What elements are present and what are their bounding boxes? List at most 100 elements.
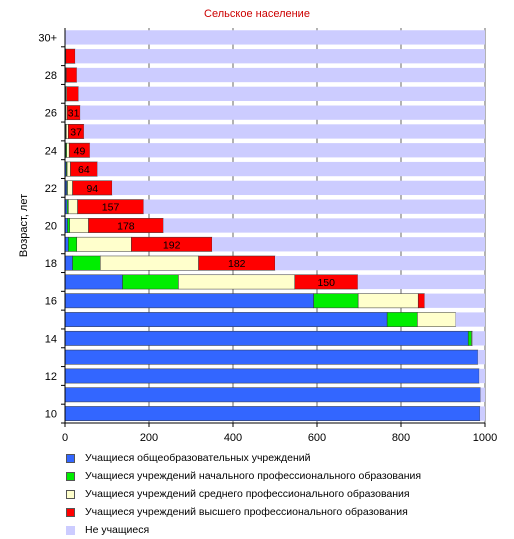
bar-segment: [455, 312, 485, 327]
bar-segment: [72, 180, 113, 196]
bar-segment: [467, 330, 472, 346]
x-tick-label: 400: [224, 432, 242, 444]
bar-segment: [69, 218, 89, 233]
legend-swatch: [66, 489, 75, 499]
bar-segment: [143, 199, 486, 214]
bar-segment: [386, 312, 418, 327]
bar-segment: [424, 293, 485, 308]
bar-segment: [66, 86, 79, 102]
x-tick-label: 1000: [473, 432, 497, 444]
bar-segment: [66, 161, 71, 177]
y-tick-label: 26: [45, 108, 57, 120]
bar-segment: [75, 49, 485, 64]
legend-item: Учащиеся учреждений начального профессио…: [66, 467, 421, 485]
bar-segment: [212, 237, 485, 252]
bar-segment: [64, 406, 481, 421]
bar-segment: [66, 124, 69, 139]
bar-segment: [64, 293, 314, 309]
legend-label: Учащиеся учреждений среднего профессиона…: [85, 488, 410, 500]
y-tick-label: 22: [45, 183, 57, 195]
chart-title: Сельское население: [204, 8, 310, 20]
bar-segment: [112, 180, 485, 196]
y-tick-label: 12: [45, 371, 57, 383]
bar-segment: [417, 293, 425, 309]
legend-swatch: [66, 525, 75, 535]
x-tick-label: 600: [308, 432, 326, 444]
legend-swatch: [66, 507, 75, 517]
bar-segment: [66, 105, 81, 121]
legend-label: Учащиеся общеобразовательных учреждений: [85, 452, 311, 464]
legend-label: Учащиеся учреждений высшего профессионал…: [85, 506, 408, 518]
bar-segment: [68, 199, 78, 215]
bar-segment: [64, 387, 481, 403]
bar-segment: [64, 274, 123, 290]
bar-segment: [479, 368, 485, 384]
x-tick-label: 800: [392, 432, 410, 444]
y-tick-label: 16: [45, 296, 57, 308]
bar-segment: [78, 86, 485, 101]
data-label: 192: [163, 239, 181, 251]
bar-segment: [76, 236, 132, 252]
legend-item: Учащиеся общеобразовательных учреждений: [66, 449, 421, 467]
bar-segment: [64, 255, 73, 271]
bar-segment: [275, 255, 485, 271]
chart-legend: Учащиеся общеобразовательных учреждений У…: [66, 449, 421, 539]
y-tick-label: 30+: [38, 32, 57, 44]
bar-segment: [100, 255, 199, 271]
bar-segment: [72, 255, 101, 271]
y-tick-label: 10: [45, 409, 57, 421]
data-label: 49: [74, 145, 86, 157]
data-label: 182: [228, 258, 246, 270]
bar-segment: [163, 218, 485, 233]
bar-segment: [122, 274, 179, 290]
bar-segment: [64, 312, 388, 327]
bar-segment: [477, 350, 485, 365]
bar-segment: [65, 48, 76, 64]
bar-segment: [480, 387, 485, 402]
data-label: 37: [70, 126, 82, 138]
legend-item: Учащиеся учреждений высшего профессионал…: [66, 503, 421, 521]
legend-item: Учащиеся учреждений среднего профессиона…: [66, 485, 421, 503]
legend-label: Не учащиеся: [85, 524, 150, 536]
bar-segment: [65, 30, 485, 45]
data-label: 94: [86, 183, 98, 195]
bar-segment: [80, 105, 486, 120]
y-tick-label: 28: [45, 70, 57, 82]
y-tick-label: 18: [45, 258, 57, 270]
bar-segment: [313, 293, 359, 309]
legend-swatch: [66, 453, 75, 463]
legend-swatch: [66, 471, 75, 481]
x-tick-label: 0: [62, 432, 68, 444]
bar-segment: [417, 312, 456, 327]
data-label: 157: [102, 202, 120, 214]
bar-segment: [89, 143, 485, 158]
legend-item: Не учащиеся: [66, 521, 421, 539]
bar-segment: [64, 349, 479, 365]
y-tick-label: 24: [45, 145, 57, 157]
bar-segment: [67, 218, 70, 233]
y-axis-title: Возраст, лет: [18, 194, 30, 257]
bar-segment: [64, 368, 480, 384]
y-tick-label: 14: [45, 333, 57, 345]
bar-segment: [67, 180, 73, 196]
legend-label: Учащиеся учреждений начального профессио…: [85, 470, 422, 482]
y-tick-label: 20: [45, 221, 57, 233]
bar-segment: [64, 330, 469, 346]
bar-segment: [178, 274, 295, 290]
data-label: 150: [317, 277, 335, 289]
bar-segment: [479, 406, 485, 421]
bar-segment: [83, 124, 486, 139]
bar-segment: [97, 161, 485, 177]
bar-segment: [66, 142, 70, 158]
bar-segment: [471, 330, 473, 346]
bar-segment: [472, 331, 485, 346]
bar-segment: [64, 236, 69, 252]
data-label: 178: [117, 221, 135, 233]
data-label: 31: [68, 108, 80, 120]
bar-segment: [357, 293, 419, 309]
bar-segment: [76, 67, 485, 83]
data-label: 64: [78, 164, 90, 176]
bar-segment: [68, 236, 78, 252]
bar-segment: [357, 274, 485, 290]
